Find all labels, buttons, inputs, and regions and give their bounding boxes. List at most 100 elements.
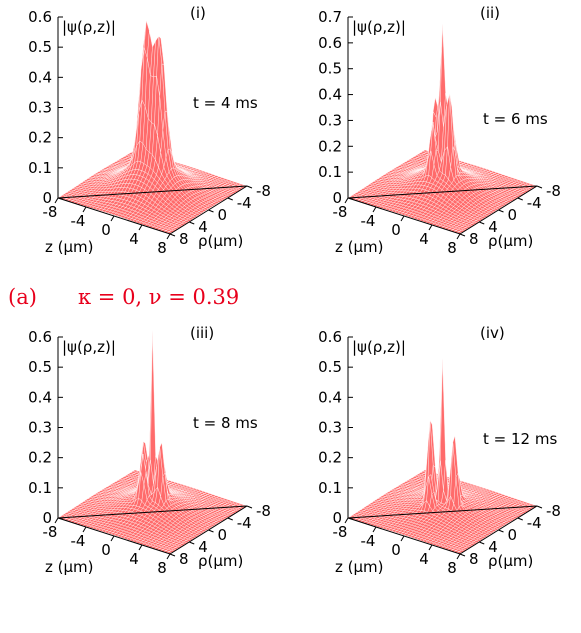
y-tick-label: 4 — [198, 218, 208, 236]
z-tick-label: 0.5 — [28, 38, 52, 56]
y-label: ρ(μm) — [488, 232, 533, 250]
y-tick-label: -4 — [237, 514, 252, 532]
x-tick-label: 0 — [391, 221, 401, 239]
z-label: |ψ(ρ,z)| — [352, 18, 406, 36]
y-tick-label: 8 — [179, 550, 189, 568]
z-tick-label: 0.3 — [28, 99, 52, 117]
z-tick-label: 0.1 — [28, 479, 52, 497]
z-tick-label: 0.5 — [28, 358, 52, 376]
panel: 00.10.20.30.40.50.6-8 -4 0 4 8 840-4-8|ψ(ρ,z)… — [318, 324, 561, 577]
x-label: z (μm) — [45, 238, 94, 256]
x-tick — [456, 233, 461, 240]
y-tick — [479, 221, 485, 225]
z-tick-label: 0.4 — [28, 68, 52, 86]
y-tick-label: -4 — [237, 194, 252, 212]
time-label: t = 8 ms — [193, 414, 258, 432]
z-tick-label: 0.6 — [28, 328, 52, 346]
time-label: t = 4 ms — [193, 94, 258, 112]
y-tick — [227, 197, 233, 201]
z-tick-label: 0.4 — [318, 86, 342, 104]
y-tick — [189, 541, 195, 545]
time-label: t = 6 ms — [483, 110, 548, 128]
y-tick — [517, 197, 523, 201]
z-tick-label: 0 — [42, 509, 52, 527]
y-tick-label: 8 — [469, 230, 479, 248]
z-tick-label: 0 — [332, 189, 342, 207]
mesh-cell — [150, 330, 156, 485]
surface-mesh — [347, 358, 538, 555]
y-tick-label: 4 — [488, 218, 498, 236]
x-tick-label: -4 — [71, 212, 86, 230]
y-tick-label: -8 — [256, 502, 271, 520]
x-tick — [54, 517, 59, 524]
y-tick — [536, 185, 543, 189]
y-tick — [227, 517, 233, 521]
z-tick-label: 0.4 — [28, 388, 52, 406]
z-tick-label: 0.2 — [28, 129, 52, 147]
y-tick — [169, 233, 176, 237]
y-tick — [498, 209, 504, 213]
z-tick-label: 0.3 — [318, 111, 342, 129]
z-label: |ψ(ρ,z)| — [62, 18, 116, 36]
y-tick-label: 0 — [508, 206, 518, 224]
x-tick-label: -8 — [333, 203, 348, 221]
y-label: ρ(μm) — [198, 552, 243, 570]
y-tick-label: -4 — [527, 194, 542, 212]
z-tick-label: 0.1 — [28, 159, 52, 177]
y-tick — [459, 233, 466, 237]
x-tick — [372, 206, 377, 213]
caption-params: κ = 0, ν = 0.39 — [78, 285, 239, 309]
panel: 00.10.20.30.40.50.6-8 -4 0 4 8 840-4-8|ψ(ρ,z)… — [28, 324, 271, 577]
x-tick — [82, 206, 87, 213]
y-tick-label: -8 — [546, 182, 561, 200]
x-tick — [166, 233, 171, 240]
x-tick-label: 0 — [101, 221, 111, 239]
y-tick — [189, 221, 195, 225]
x-tick — [110, 535, 115, 542]
y-tick-label: 0 — [218, 526, 228, 544]
z-tick-label: 0.5 — [318, 60, 342, 78]
x-label: z (μm) — [45, 558, 94, 576]
y-tick — [208, 529, 214, 533]
x-tick — [344, 197, 349, 204]
panel: 00.10.20.30.40.50.60.7-8 -4 0 4 8 840-4-8|ψ(ρ… — [318, 4, 561, 257]
y-tick — [208, 209, 214, 213]
z-tick-label: 0.3 — [28, 419, 52, 437]
x-tick-label: 4 — [129, 550, 139, 568]
x-tick-label: -8 — [43, 523, 58, 541]
z-label: |ψ(ρ,z)| — [62, 338, 116, 356]
y-tick — [246, 505, 253, 509]
z-tick-label: 0.6 — [318, 34, 342, 52]
surface-mesh — [57, 330, 248, 555]
x-tick-label: 4 — [129, 230, 139, 248]
surface-mesh — [347, 23, 538, 235]
y-tick — [246, 185, 253, 189]
z-tick-label: 0 — [42, 189, 52, 207]
panel-label: (i) — [190, 4, 206, 22]
z-tick-label: 0.2 — [318, 137, 342, 155]
z-tick-label: 0.1 — [318, 163, 342, 181]
surface-mesh — [57, 20, 248, 235]
panel: 00.10.20.30.40.50.6-8 -4 0 4 8 840-4-8|ψ(ρ,z)… — [28, 4, 271, 257]
x-tick — [138, 544, 143, 551]
y-label: ρ(μm) — [198, 232, 243, 250]
y-tick-label: -8 — [256, 182, 271, 200]
x-label: z (μm) — [335, 238, 384, 256]
panel-label: (ii) — [480, 4, 500, 22]
x-tick — [54, 197, 59, 204]
z-tick-label: 0.2 — [28, 449, 52, 467]
z-tick-label: 0.6 — [28, 8, 52, 26]
x-tick-label: 8 — [447, 239, 457, 257]
x-tick-label: -4 — [71, 532, 86, 550]
x-tick-label: -8 — [43, 203, 58, 221]
x-tick — [82, 526, 87, 533]
x-tick — [166, 553, 171, 560]
y-tick-label: 8 — [179, 230, 189, 248]
caption-label: (a) — [8, 285, 37, 309]
x-tick-label: 0 — [101, 541, 111, 559]
x-tick — [138, 224, 143, 231]
z-tick-label: 0.7 — [318, 8, 342, 26]
panel-label: (iii) — [190, 324, 214, 342]
y-tick — [169, 553, 176, 557]
